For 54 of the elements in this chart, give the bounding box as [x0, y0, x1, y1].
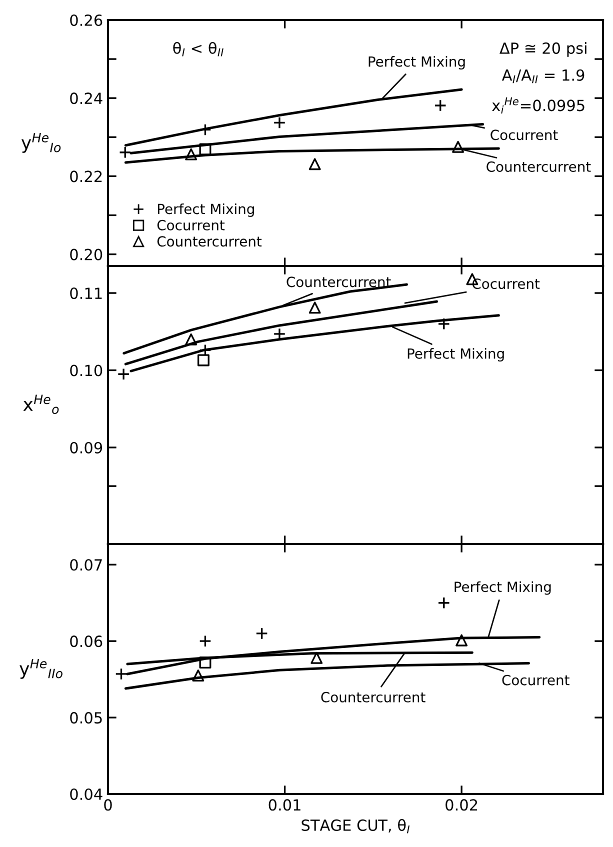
point — [456, 634, 468, 646]
y-axis-title: x$^{He}$$_{o}$ — [23, 394, 59, 414]
x-tick-label: 0.01 — [268, 799, 300, 811]
annotation: Perfect Mixing — [454, 581, 551, 595]
x-axis-title: STAGE CUT, θ$_{I}$ — [302, 819, 410, 834]
x-tick-label: 0.02 — [446, 799, 478, 811]
annotation: θ$_{I}$ < θ$_{II}$ — [173, 42, 224, 56]
x-tick-label: 0 — [104, 799, 112, 811]
point — [192, 670, 204, 682]
point — [199, 656, 212, 668]
annotation: Countercurrent — [286, 276, 391, 288]
y-tick-label: 0.22 — [70, 170, 102, 182]
point — [438, 318, 450, 330]
legend-label: Countercurrent — [157, 236, 262, 247]
annotation: ΔP ≅ 20 psi — [500, 42, 586, 57]
point — [185, 333, 198, 346]
point — [308, 302, 321, 314]
y-tick-label: 0.10 — [70, 364, 102, 376]
point — [256, 627, 268, 640]
point — [115, 668, 128, 680]
point — [434, 99, 447, 112]
y-tick-label: 0.04 — [70, 788, 102, 800]
point — [199, 634, 212, 648]
point — [310, 652, 323, 664]
y-tick-label: 0.20 — [70, 248, 102, 260]
annotation: Cocurrent — [490, 130, 558, 140]
point — [452, 140, 464, 153]
legend-label: Perfect Mixing — [158, 203, 254, 217]
y-axis-title: y$^{He}$$_{IIo}$ — [20, 658, 62, 679]
y-tick-label: 0.07 — [70, 559, 102, 571]
point — [273, 116, 286, 129]
annotation: Countercurrent — [321, 692, 426, 702]
legend-label: Cocurrent — [157, 220, 225, 230]
point — [438, 596, 450, 610]
y-tick-label: 0.11 — [70, 287, 102, 300]
point — [117, 368, 130, 380]
point — [199, 124, 212, 136]
y-tick-label: 0.05 — [70, 712, 102, 724]
y-tick-label: 0.06 — [70, 636, 102, 648]
annotation: A$_{I}$/A$_{II}$ = 1.9 — [502, 69, 584, 84]
annotation: Countercurrent — [486, 161, 591, 172]
annotation: x$_{i}$$^{He}$=0.0995 — [492, 97, 584, 114]
y-tick-label: 0.09 — [70, 442, 102, 454]
point — [197, 354, 210, 366]
annotation: Perfect Mixing — [368, 56, 465, 70]
point — [308, 158, 321, 170]
y-tick-label: 0.24 — [70, 92, 102, 104]
annotation: Perfect Mixing — [408, 348, 504, 362]
y-axis-title: y$^{He}$$_{Io}$ — [21, 132, 61, 153]
annotation: Cocurrent — [472, 278, 540, 290]
annotation: Cocurrent — [502, 674, 570, 686]
point — [185, 148, 198, 160]
y-tick-label: 0.26 — [70, 14, 102, 26]
point — [199, 143, 212, 156]
